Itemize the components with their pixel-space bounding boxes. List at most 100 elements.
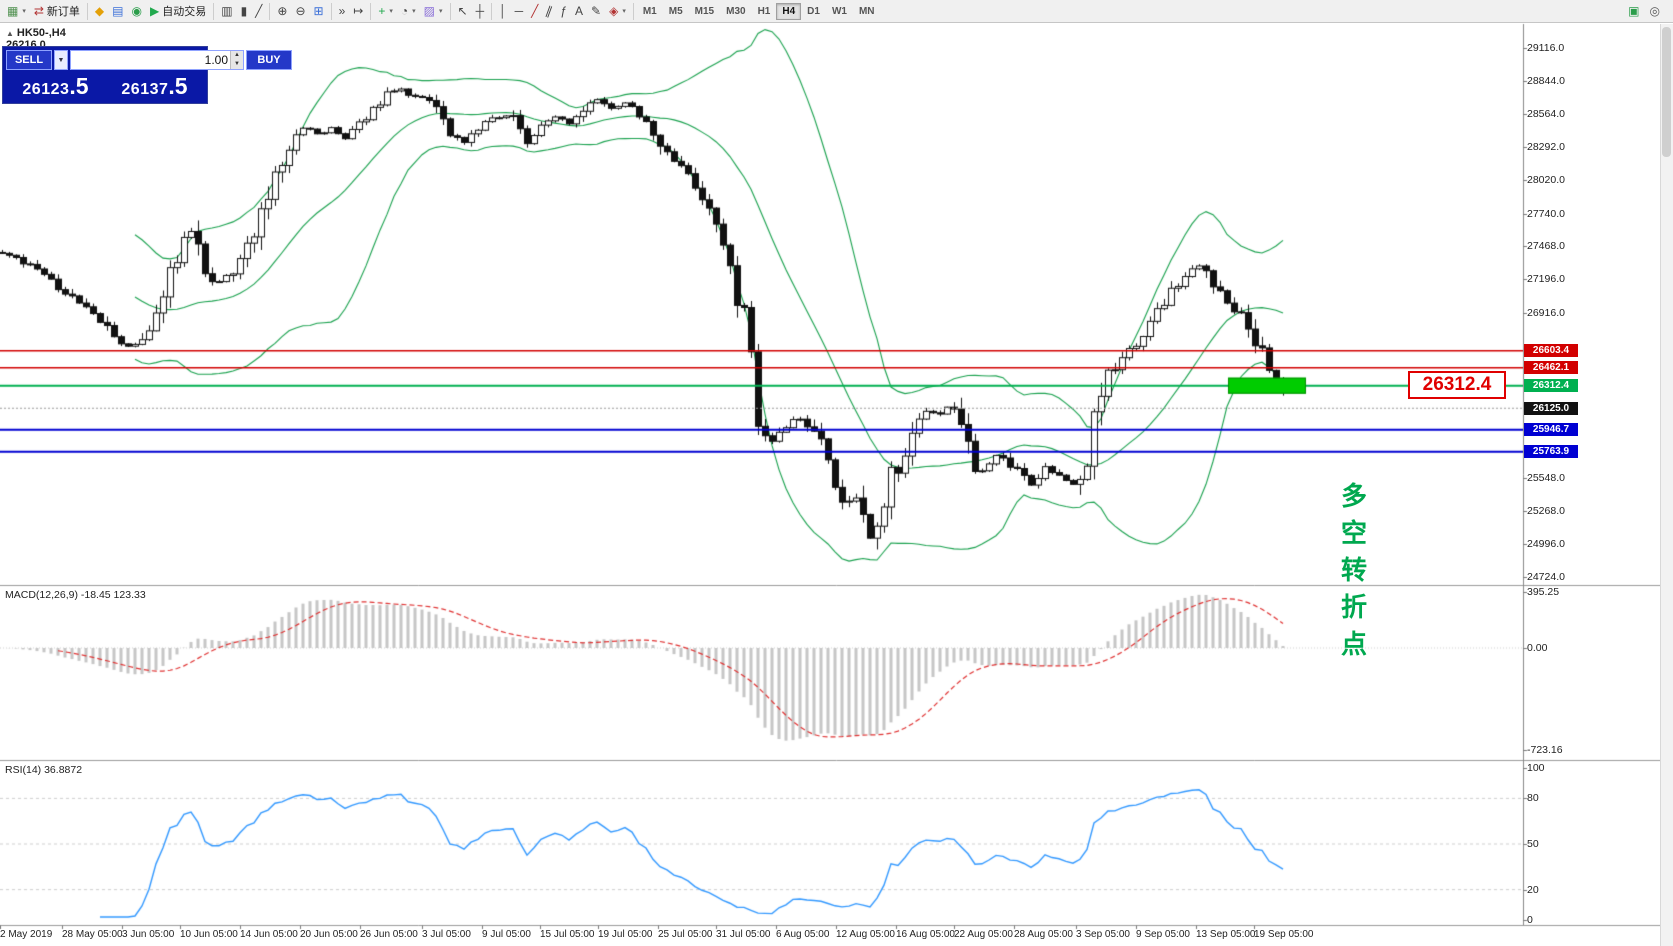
timeframe-m30-button[interactable]: M30	[720, 3, 751, 20]
bar-chart-icon: ▥	[221, 4, 233, 18]
line-chart-icon: ╱	[255, 4, 263, 18]
search-button[interactable]: ◎	[1646, 2, 1664, 21]
autotrading-icon: ▶	[149, 4, 160, 18]
candlestick-chart-button[interactable]: ▮	[237, 2, 252, 21]
price-axis-label: 24996.0	[1527, 538, 1565, 551]
bar-chart-button[interactable]: ▥	[217, 2, 236, 21]
price-axis-label: 28844.0	[1527, 74, 1565, 87]
auto-scroll-button[interactable]: »	[335, 2, 350, 21]
turning-point-annotation[interactable]: 多空转折点	[1341, 481, 1370, 659]
auto-scroll-icon: »	[338, 4, 346, 18]
mql-community-button[interactable]: ◉	[128, 2, 146, 21]
timeframe-d1-button[interactable]: D1	[801, 3, 826, 20]
indicators-dropdown-icon: ▾	[389, 8, 393, 15]
toolbar-separator	[370, 2, 372, 20]
trendline-icon: ╱	[531, 4, 539, 18]
templates-icon: ▨	[423, 4, 435, 18]
time-axis-label: 9 Sep 05:00	[1136, 929, 1190, 940]
search-icon: ◎	[1649, 4, 1660, 18]
timeframe-mn-button[interactable]: MN	[853, 3, 881, 20]
rsi-axis-label: 50	[1527, 838, 1539, 850]
horizontal-line-button[interactable]: ─	[511, 2, 528, 21]
price-axis-label: 27740.0	[1527, 207, 1565, 220]
chart-shift-button[interactable]: ↦	[349, 2, 367, 21]
indicators-icon: +	[378, 4, 386, 18]
timeframe-w1-button[interactable]: W1	[826, 3, 853, 20]
rsi-indicator-label: RSI(14) 36.8872	[5, 764, 83, 776]
volume-stepper: ▲ ▼	[230, 51, 243, 69]
zoom-in-icon: ⊕	[277, 4, 288, 18]
templates-dropdown-icon: ▾	[438, 8, 443, 15]
stepper-up-icon[interactable]: ▲	[231, 51, 243, 60]
chart-shift-icon: ↦	[353, 4, 364, 18]
trade-panel-controls: SELL ▼ ▲ ▼ BUY	[6, 50, 292, 70]
buy-button[interactable]: BUY	[246, 50, 292, 70]
text-button[interactable]: A	[571, 2, 587, 21]
new-chart-button[interactable]: ▦ ▾	[3, 2, 30, 21]
new-order-button[interactable]: ⇄ 新订单	[30, 2, 84, 21]
templates-button[interactable]: ▨ ▾	[420, 2, 447, 21]
tile-windows-button[interactable]: ⊞	[310, 2, 328, 21]
toolbar-separator	[632, 2, 634, 20]
vertical-scrollbar[interactable]	[1660, 24, 1673, 946]
timeframe-m1-button[interactable]: M1	[637, 3, 663, 20]
timeframe-h1-button[interactable]: H1	[752, 3, 777, 20]
buy-price-main: 26137	[121, 81, 169, 98]
scrollbar-thumb[interactable]	[1662, 27, 1671, 157]
tile-windows-icon: ⊞	[313, 4, 324, 18]
metaeditor-button[interactable]: ◆	[91, 2, 108, 21]
horizontal-line-icon: ─	[514, 4, 524, 18]
community-chat-icon: ▣	[1628, 4, 1640, 18]
crosshair-button[interactable]: ┼	[472, 2, 489, 21]
metaeditor-icon: ◆	[94, 4, 105, 18]
time-axis-label: 19 Jul 05:00	[598, 929, 653, 940]
time-axis-label: 28 May 05:00	[62, 929, 123, 940]
indicators-button[interactable]: + ▾	[374, 2, 397, 21]
time-axis-label: 19 Sep 05:00	[1254, 929, 1314, 940]
price-axis-label: 29116.0	[1527, 42, 1565, 54]
time-axis-label: 9 Jul 05:00	[482, 929, 531, 940]
one-click-trading-panel: SELL ▼ ▲ ▼ BUY 26123.5 26137.5	[2, 46, 292, 104]
volume-field: ▲ ▼	[70, 50, 244, 70]
price-axis-label: 28292.0	[1527, 141, 1565, 154]
zoom-out-button[interactable]: ⊖	[291, 2, 309, 21]
autotrading-button[interactable]: ▶ 自动交易	[146, 2, 210, 21]
time-axis-label: 25 Jul 05:00	[658, 929, 713, 940]
price-axis-label: 24724.0	[1527, 571, 1565, 583]
sell-price[interactable]: 26123.5	[6, 73, 105, 100]
new-chart-icon: ▦	[7, 4, 19, 18]
macd-indicator-label: MACD(12,26,9) -18.45 123.33	[5, 589, 146, 601]
periods-button[interactable]: ◔ ▾	[397, 2, 420, 21]
new-chart-dropdown-icon: ▾	[22, 8, 26, 15]
sell-button[interactable]: SELL	[6, 50, 52, 70]
timeframe-m5-button[interactable]: M5	[663, 3, 689, 20]
zoom-in-button[interactable]: ⊕	[273, 2, 291, 21]
vertical-line-button[interactable]: │	[495, 2, 511, 21]
buy-price-fraction: .5	[168, 73, 188, 99]
sell-options-dropdown[interactable]: ▼	[54, 50, 68, 70]
sell-price-fraction: .5	[69, 73, 89, 99]
toolbar-separator	[330, 2, 332, 20]
timeframe-m15-button[interactable]: M15	[689, 3, 720, 20]
trendline-button[interactable]: ╱	[527, 2, 542, 21]
arrows-button[interactable]: ◈ ▾	[605, 2, 630, 21]
price-callout-label[interactable]: 26312.4	[1408, 371, 1506, 399]
time-axis-label: 2 May 2019	[0, 929, 53, 940]
price-line-tag: 25946.7	[1524, 423, 1578, 437]
timeframe-h4-button[interactable]: H4	[776, 2, 802, 20]
fibonacci-button[interactable]: ƒ	[556, 2, 571, 21]
buy-price[interactable]: 26137.5	[105, 73, 204, 100]
stepper-down-icon[interactable]: ▼	[231, 60, 243, 69]
time-axis-label: 10 Jun 05:00	[180, 929, 238, 940]
line-chart-button[interactable]: ╱	[251, 2, 266, 21]
volume-input[interactable]	[71, 51, 230, 69]
price-line-tag: 26603.4	[1524, 344, 1578, 358]
crosshair-icon: ┼	[475, 4, 485, 18]
community-chat-button[interactable]: ▣	[1624, 2, 1643, 21]
text-label-button[interactable]: ✎	[587, 2, 605, 21]
terminal-button[interactable]: ▤	[108, 2, 127, 21]
rsi-axis-label: 80	[1527, 792, 1539, 805]
equidistant-channel-button[interactable]: ∥	[542, 2, 556, 21]
cursor-button[interactable]: ↖	[454, 2, 472, 21]
